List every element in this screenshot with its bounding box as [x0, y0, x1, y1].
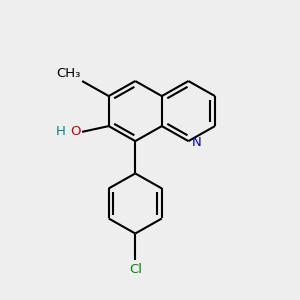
Text: CH₃: CH₃ — [57, 67, 81, 80]
Text: Cl: Cl — [129, 263, 142, 276]
Text: H: H — [56, 125, 66, 138]
Text: O: O — [71, 125, 81, 138]
Text: N: N — [191, 136, 201, 149]
